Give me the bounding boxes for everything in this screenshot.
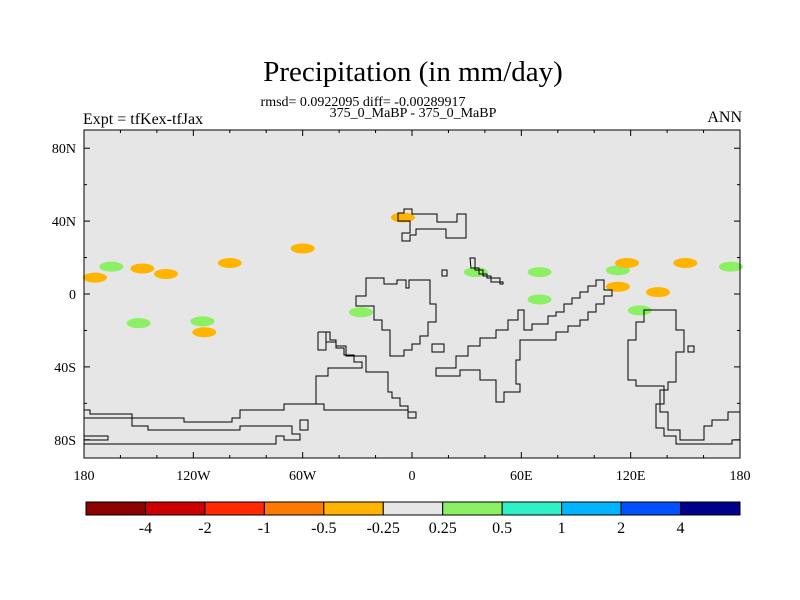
season-label: ANN xyxy=(707,109,742,126)
period-line: 375_0_MaBP - 375_0_MaBP xyxy=(329,106,497,121)
map-background xyxy=(84,130,740,458)
anomaly-patch xyxy=(627,305,652,316)
colorbar: -4 -2 -1 -0.5 -0.25 0.25 0.5 1 2 4 xyxy=(85,501,741,537)
anomaly-patch xyxy=(527,294,552,305)
colorbar-label: 0.5 xyxy=(492,520,512,537)
colorbar-swatch xyxy=(85,501,146,516)
colorbar-swatch xyxy=(323,501,384,516)
anomaly-patch xyxy=(615,258,640,269)
anomaly-patch xyxy=(82,272,107,283)
lat-tick-label: 80N xyxy=(52,142,76,157)
lat-tick-label: 40S xyxy=(54,361,76,376)
anomaly-patch xyxy=(646,287,670,298)
lat-tick-label: 80S xyxy=(54,434,76,449)
anomaly-patch xyxy=(217,258,242,269)
lon-tick-label: 120W xyxy=(176,469,211,484)
anomaly-patch xyxy=(718,261,743,272)
anomaly-patch xyxy=(605,281,630,292)
lon-tick-label: 60E xyxy=(510,469,533,484)
map-field xyxy=(82,130,743,458)
colorbar-label: 2 xyxy=(617,520,625,537)
anomaly-patch xyxy=(290,243,315,254)
colorbar-swatch xyxy=(144,501,206,516)
lon-tick-label: 180 xyxy=(74,469,95,484)
colorbar-swatch xyxy=(204,501,265,516)
lon-tick-label: 0 xyxy=(409,469,416,484)
colorbar-label: 4 xyxy=(677,520,685,537)
colorbar-label: -0.25 xyxy=(367,520,400,537)
anomaly-patch xyxy=(190,316,215,327)
colorbar-swatch xyxy=(620,501,682,516)
lat-tick-label: 40N xyxy=(52,215,76,230)
colorbar-label: -1 xyxy=(258,520,271,537)
colorbar-swatch xyxy=(382,501,444,516)
colorbar-swatch xyxy=(263,501,325,516)
anomaly-patch xyxy=(348,307,373,318)
lat-tick-label: 0 xyxy=(69,288,76,303)
map-title: Precipitation (in mm/day) xyxy=(263,56,563,88)
lon-tick-label: 120E xyxy=(616,469,646,484)
anomaly-patch xyxy=(527,267,552,278)
map-axes: 80N 40N 0 40S 80S 180 120W 60W 0 60E 120E 180 xyxy=(52,130,751,484)
coastlines xyxy=(84,208,741,445)
anomaly-patch xyxy=(130,263,155,274)
colorbar-swatch xyxy=(501,501,563,516)
anomaly-patch xyxy=(154,268,178,279)
anomaly-patch xyxy=(99,261,124,272)
colorbar-swatch xyxy=(442,501,503,516)
colorbar-label: 1 xyxy=(558,520,566,537)
statistics-line: rmsd= 0.0922095 diff= -0.00289917 xyxy=(260,95,466,110)
colorbar-label: -0.5 xyxy=(311,520,336,537)
anomaly-patch xyxy=(126,318,151,329)
anomaly-patch xyxy=(192,327,217,338)
experiment-label: Expt = tfKex-tfJax xyxy=(83,111,204,128)
colorbar-swatch xyxy=(561,501,622,516)
anomaly-patch xyxy=(390,212,415,223)
colorbar-swatch xyxy=(680,501,741,516)
colorbar-label: -4 xyxy=(139,520,152,537)
lon-tick-label: 180 xyxy=(730,469,751,484)
lon-tick-label: 60W xyxy=(289,469,317,484)
anomaly-patch xyxy=(673,258,698,269)
colorbar-label: -2 xyxy=(198,520,211,537)
colorbar-label: 0.25 xyxy=(429,520,457,537)
